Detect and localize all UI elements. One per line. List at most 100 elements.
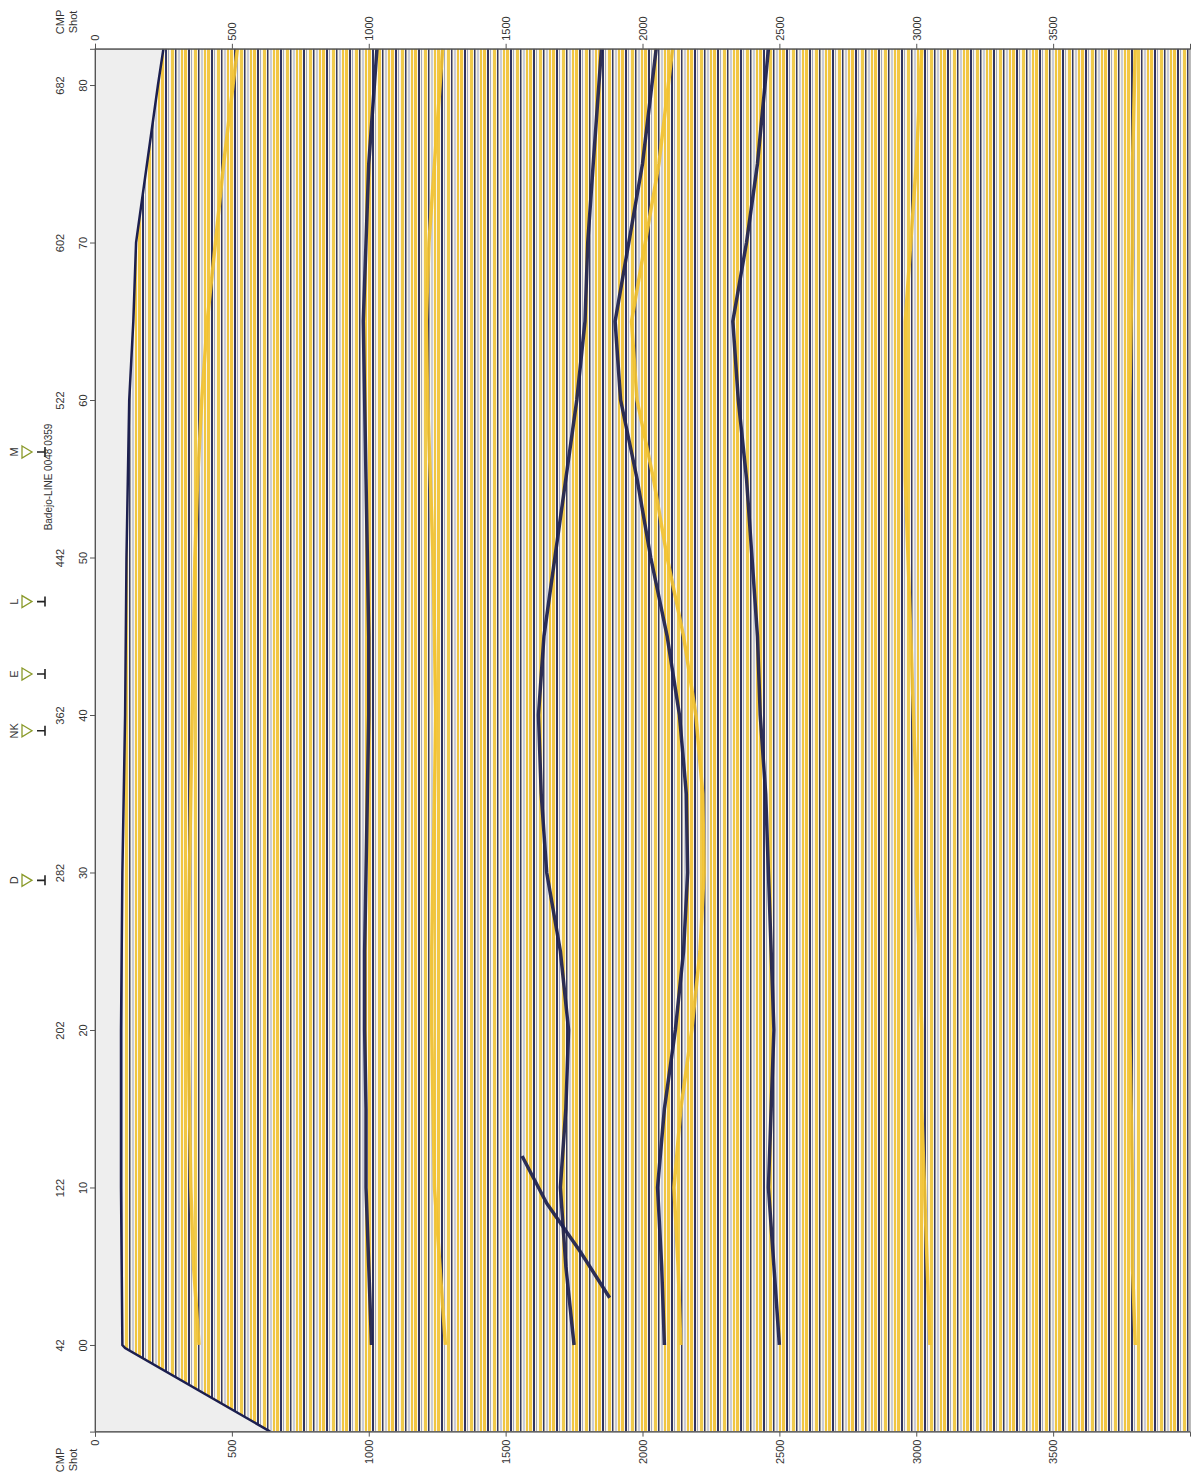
tick: 442 (54, 549, 95, 567)
tick-mark (90, 872, 95, 873)
axis-line (96, 1432, 1191, 1437)
tick-label: 2500 (774, 16, 786, 40)
horizon (632, 49, 705, 1345)
tick: 202 (54, 1021, 95, 1039)
well-marker (22, 668, 32, 680)
tick: 50 (77, 552, 95, 564)
horizon (522, 1156, 610, 1298)
tick-mark (90, 400, 95, 401)
tick-label: 40 (77, 709, 89, 721)
tick-label: 500 (226, 1440, 238, 1458)
wells: DNKELMBadejo-LINE 0048 0359 (8, 423, 54, 886)
tick-label: 50 (77, 552, 89, 564)
tick-label: 500 (226, 22, 238, 40)
tick-label: 282 (54, 864, 66, 882)
tick-label: 1000 (363, 16, 375, 40)
tick-label: 202 (54, 1021, 66, 1039)
time-axis: 0 500 1000 1500 2000 2500 3000 3500 (89, 1432, 1190, 1464)
tick-mark (1053, 44, 1054, 49)
tick: 602 (54, 234, 95, 252)
tick-label: 522 (54, 391, 66, 409)
axis-line (95, 49, 96, 1432)
tick-mark (95, 44, 96, 49)
tick-label: 2500 (774, 1440, 786, 1464)
tick: 2500 (774, 16, 786, 48)
tick-label: 70 (77, 237, 89, 249)
plot-background (95, 49, 1190, 1432)
shot-axis: 42 122 202 282 362 442 522 602 682 (54, 49, 96, 1432)
well-marker (22, 446, 32, 458)
tick: 00 (77, 1339, 95, 1351)
tick: 3000 (911, 1432, 923, 1464)
horizon (426, 49, 445, 1345)
tick: 3500 (1047, 16, 1059, 48)
tick-label: 1000 (363, 1440, 375, 1464)
well-name: E (8, 670, 20, 677)
horizon (1130, 49, 1135, 1345)
tick: 2500 (774, 1432, 786, 1464)
tick: 1500 (500, 16, 512, 48)
tick: 80 (77, 79, 95, 91)
tick: 682 (54, 76, 95, 94)
tick: 0 (89, 35, 101, 49)
tick: 282 (54, 864, 95, 882)
well-marker (22, 725, 32, 737)
tick-label: 3000 (911, 16, 923, 40)
tick: 1500 (500, 1432, 512, 1464)
tick-label: 682 (54, 76, 66, 94)
tick: 2000 (637, 1432, 649, 1464)
horizon (363, 49, 377, 1345)
tick-label: 2000 (637, 1440, 649, 1464)
tick-mark (90, 243, 95, 244)
tick-mark (90, 1187, 95, 1188)
axis-header: Shot (67, 1449, 79, 1472)
tick: 2000 (637, 16, 649, 48)
well-name: M (8, 447, 20, 456)
well-name: D (8, 876, 20, 884)
plot-area (121, 49, 1190, 1432)
tick-mark (232, 44, 233, 49)
well-marker (22, 874, 32, 886)
tick-label: 10 (77, 1182, 89, 1194)
time-axis: 0 500 1000 1500 2000 2500 3000 3500 (89, 16, 1190, 49)
tick-label: 3500 (1047, 1440, 1059, 1464)
tick-label: 122 (54, 1179, 66, 1197)
tick-label: 0 (89, 1440, 101, 1446)
tick-mark (232, 1432, 233, 1437)
tick-label: 20 (77, 1024, 89, 1036)
cmp-axis: 00 10 20 30 40 50 60 70 80 (77, 49, 96, 1432)
tick: 20 (77, 1024, 95, 1036)
horizon (538, 49, 601, 1345)
tick-mark (779, 1432, 780, 1437)
tick-label: 60 (77, 394, 89, 406)
tick-mark (369, 1432, 370, 1437)
tick: 500 (226, 1432, 238, 1458)
tick-label: 602 (54, 234, 66, 252)
tick-mark (90, 1030, 95, 1031)
tick-mark (90, 558, 95, 559)
well-tick (37, 726, 45, 736)
tick-label: 1500 (500, 16, 512, 40)
tick-mark (779, 44, 780, 49)
well-tick (37, 597, 45, 607)
tick-label: 30 (77, 867, 89, 879)
tick: 70 (77, 237, 95, 249)
tick-label: 362 (54, 706, 66, 724)
tick-label: 1500 (500, 1440, 512, 1464)
tick: 60 (77, 394, 95, 406)
tick: 500 (226, 22, 238, 48)
tick: 122 (54, 1179, 95, 1197)
axis-header: Shot (67, 11, 79, 34)
tick: 42 (54, 1339, 95, 1351)
horizon (733, 49, 780, 1345)
tick-mark (1053, 1432, 1054, 1437)
tick: 1000 (363, 16, 375, 48)
tick-mark (506, 1432, 507, 1437)
axis-header: CMP (54, 1448, 66, 1472)
well-name: NK (8, 722, 20, 738)
tick: 10 (77, 1182, 95, 1194)
horizon (188, 49, 237, 1345)
tick-mark (916, 44, 917, 49)
axis-line (90, 49, 96, 1432)
tick: 3000 (911, 16, 923, 48)
